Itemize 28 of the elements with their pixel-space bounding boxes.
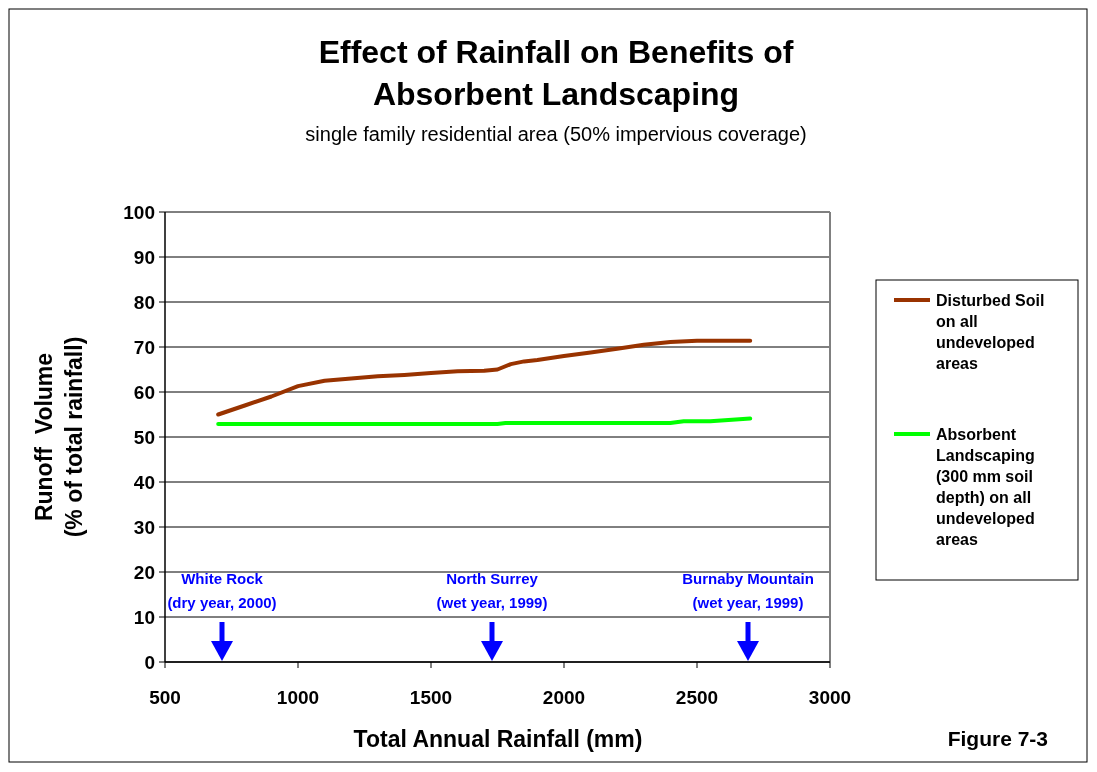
y-tick-label: 80 (133, 291, 155, 313)
y-tick-label: 50 (133, 426, 155, 448)
y-tick-label: 30 (133, 516, 155, 538)
y-axis-title: Runoff Volume (% of total rainfall) (31, 336, 87, 538)
annotation: Burnaby Mountain (wet year, 1999) (682, 570, 814, 611)
legend-label: Absorbent Landscaping (300 mm soil depth) on all undeveloped areas (936, 426, 1035, 548)
y-tick-label: 100 (123, 201, 155, 223)
x-axis-title: Total Annual Rainfall (mm) (353, 726, 643, 752)
x-tick-label: 2500 (675, 687, 719, 708)
chart-title: Effect of Rainfall on Benefits of Absorbent Landscaping (318, 34, 794, 112)
y-tick-label: 0 (144, 651, 155, 673)
caption: Figure 7-3 (947, 727, 1048, 750)
x-tick-label: 3000 (808, 687, 852, 708)
x-tick-label: 1000 (276, 687, 320, 708)
y-tick-label: 70 (133, 336, 155, 358)
x-tick-label: 2000 (542, 687, 586, 708)
x-tick-label: 1500 (409, 687, 453, 708)
legend-label: Disturbed Soil on all undeveloped areas (936, 292, 1045, 372)
x-tick-label: 500 (149, 687, 181, 708)
chart-subtitle: single family residential area (50% impervious coverage) (305, 123, 807, 145)
annotation: North Surrey (wet year, 1999) (436, 570, 548, 611)
y-tick-label: 40 (133, 471, 155, 493)
y-tick-label: 60 (133, 381, 155, 403)
y-tick-label: 20 (133, 561, 155, 583)
line-series (216, 338, 753, 417)
y-tick-label: 90 (133, 246, 155, 268)
annotation: White Rock (dry year, 2000) (167, 570, 277, 611)
y-tick-label: 10 (133, 606, 155, 628)
